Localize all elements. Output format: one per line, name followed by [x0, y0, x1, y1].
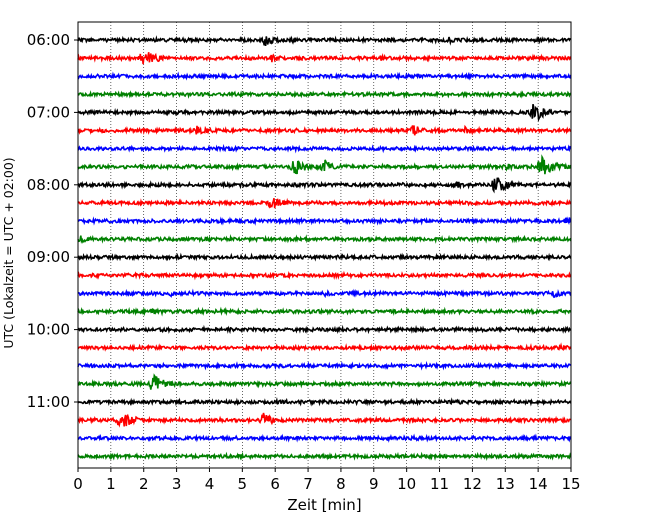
x-tick-label: 0 — [73, 475, 83, 493]
y-tick-label: 11:00 — [27, 393, 70, 411]
trace-line — [77, 306, 572, 317]
x-tick-label: 1 — [106, 475, 116, 493]
trace-line — [77, 177, 572, 194]
x-tick-label: 10 — [397, 475, 416, 493]
trace-line — [77, 270, 572, 281]
x-tick-label: 6 — [270, 475, 280, 493]
trace-line — [77, 71, 572, 81]
trace-line — [77, 451, 572, 462]
trace-line — [77, 342, 572, 353]
trace-line — [77, 124, 572, 136]
trace-line — [77, 288, 572, 299]
trace-line — [77, 360, 572, 371]
y-tick-label: 07:00 — [27, 103, 70, 121]
trace-line — [77, 104, 572, 123]
trace-line — [78, 89, 572, 100]
trace-line — [77, 216, 572, 226]
x-tick-label: 9 — [369, 475, 379, 493]
trace-line — [77, 397, 572, 407]
x-tick-label: 2 — [139, 475, 149, 493]
trace-line — [77, 433, 572, 443]
y-tick-label: 08:00 — [27, 176, 70, 194]
x-tick-label: 14 — [529, 475, 548, 493]
y-tick-label: 06:00 — [27, 31, 70, 49]
x-tick-label: 15 — [561, 475, 580, 493]
trace-line — [77, 52, 572, 65]
x-tick-label: 3 — [172, 475, 182, 493]
x-tick-label: 13 — [496, 475, 515, 493]
plot-frame — [77, 21, 572, 469]
x-tick-label: 11 — [430, 475, 449, 493]
trace-line — [77, 154, 572, 175]
x-tick-label: 5 — [238, 475, 248, 493]
y-tick-label: 10:00 — [27, 321, 70, 339]
y-axis-label: UTC (Lokalzeit = UTC + 02:00) — [1, 157, 16, 348]
x-tick-label: 12 — [463, 475, 482, 493]
x-tick-label: 8 — [336, 475, 346, 493]
x-axis-label: Zeit [min] — [287, 496, 361, 514]
trace-line — [77, 143, 572, 154]
trace-line — [77, 412, 572, 428]
x-tick-label: 4 — [205, 475, 215, 493]
trace-line — [77, 234, 572, 244]
trace-line — [77, 324, 572, 335]
y-tick-label: 09:00 — [27, 248, 70, 266]
x-tick-label: 7 — [303, 475, 313, 493]
x-axis: 0 1 2 3 4 5 6 7 8 9 10 11 12 13 14 15 — [73, 468, 581, 493]
grid-layer — [110, 22, 539, 468]
y-axis: 06:00 07:00 08:00 09:00 10:00 11:00 — [27, 31, 78, 411]
trace-line — [77, 252, 572, 262]
traces-layer — [77, 35, 572, 462]
trace-line — [77, 35, 572, 46]
trace-line — [77, 373, 572, 390]
trace-line — [77, 197, 572, 209]
